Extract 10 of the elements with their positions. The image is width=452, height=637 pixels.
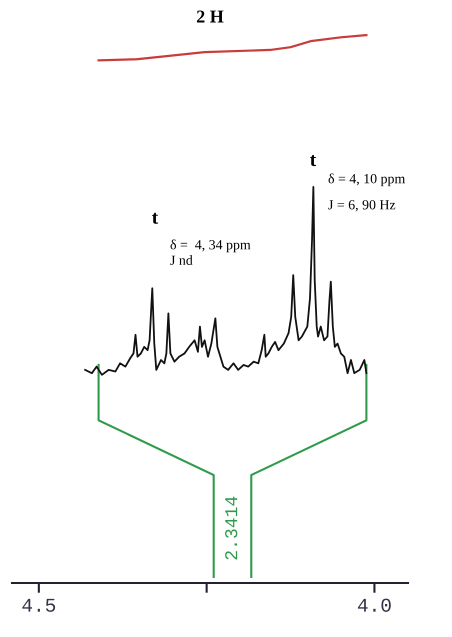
annotation: t: [310, 154, 316, 166]
annotation: t: [152, 212, 158, 224]
x-tick-label: 4.0: [358, 598, 391, 612]
annotation: 2.3414: [225, 496, 238, 560]
annotation: δ = 4, 34 ppm: [170, 240, 251, 252]
annotation: J nd: [170, 255, 193, 265]
annotation: δ = 4, 10 ppm: [328, 174, 406, 186]
annotation: J = 6, 90 Hz: [328, 200, 396, 212]
chart-title: 2 H: [196, 10, 224, 22]
x-tick-label: 4.5: [22, 598, 56, 612]
